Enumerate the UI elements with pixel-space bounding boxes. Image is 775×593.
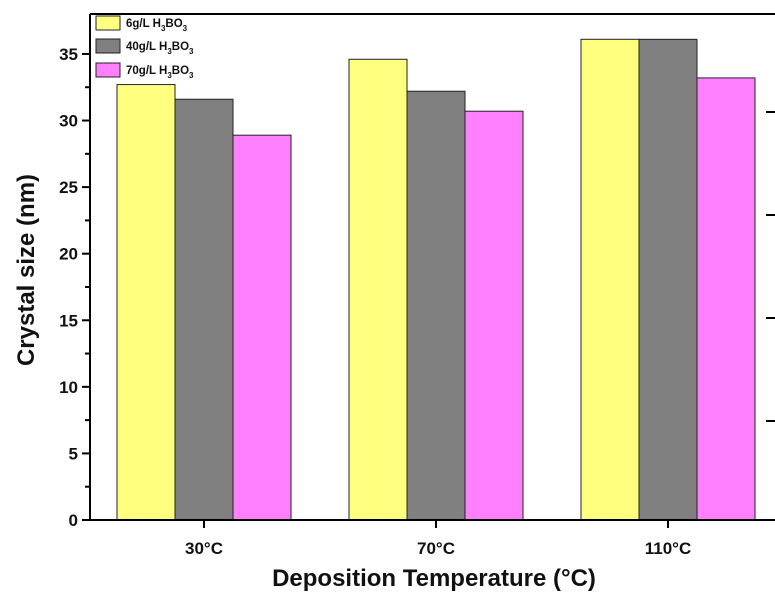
legend-swatch [95, 62, 121, 78]
y-tick-label: 30 [59, 112, 78, 131]
bar [232, 134, 292, 521]
legend-item: 6g/L H3BO3 [95, 15, 188, 33]
y-tick-label: 15 [59, 311, 78, 330]
y-axis-title: Crystal size (nm) [13, 174, 40, 366]
bars-group [116, 38, 756, 521]
y-tick-label: 10 [59, 378, 78, 397]
y-tick-label: 25 [59, 178, 78, 197]
legend-label: 70g/L H3BO3 [126, 65, 194, 80]
y-tick-label: 20 [59, 245, 78, 264]
y-tick-label: 5 [69, 444, 78, 463]
bar [464, 110, 524, 521]
bar [580, 38, 640, 521]
x-tick-label: 110°C [645, 539, 692, 558]
legend-item: 70g/L H3BO3 [95, 62, 194, 80]
legend: 6g/L H3BO3 40g/L H3BO3 70g/L H3BO3 [95, 15, 194, 80]
bar [116, 84, 176, 521]
y-ticks-group: 0 5 10 15 20 25 30 35 [59, 45, 90, 530]
bar [174, 98, 234, 521]
bar [638, 38, 698, 521]
legend-swatch [95, 15, 121, 31]
bar [696, 77, 756, 521]
bar [348, 58, 408, 521]
legend-label: 40g/L H3BO3 [126, 41, 194, 56]
y-tick-label: 35 [59, 45, 78, 64]
legend-swatch [95, 38, 121, 54]
bar [406, 90, 466, 521]
x-axis-title: Deposition Temperature (°C) [272, 565, 596, 592]
y-tick-label: 0 [69, 511, 78, 530]
x-tick-label: 70°C [417, 539, 455, 558]
x-tick-label: 30°C [185, 539, 223, 558]
legend-item: 40g/L H3BO3 [95, 38, 194, 56]
x-ticks-group: 30°C 70°C 110°C [185, 520, 691, 558]
legend-label: 6g/L H3BO3 [126, 18, 188, 33]
right-edge-ticks [766, 111, 775, 422]
